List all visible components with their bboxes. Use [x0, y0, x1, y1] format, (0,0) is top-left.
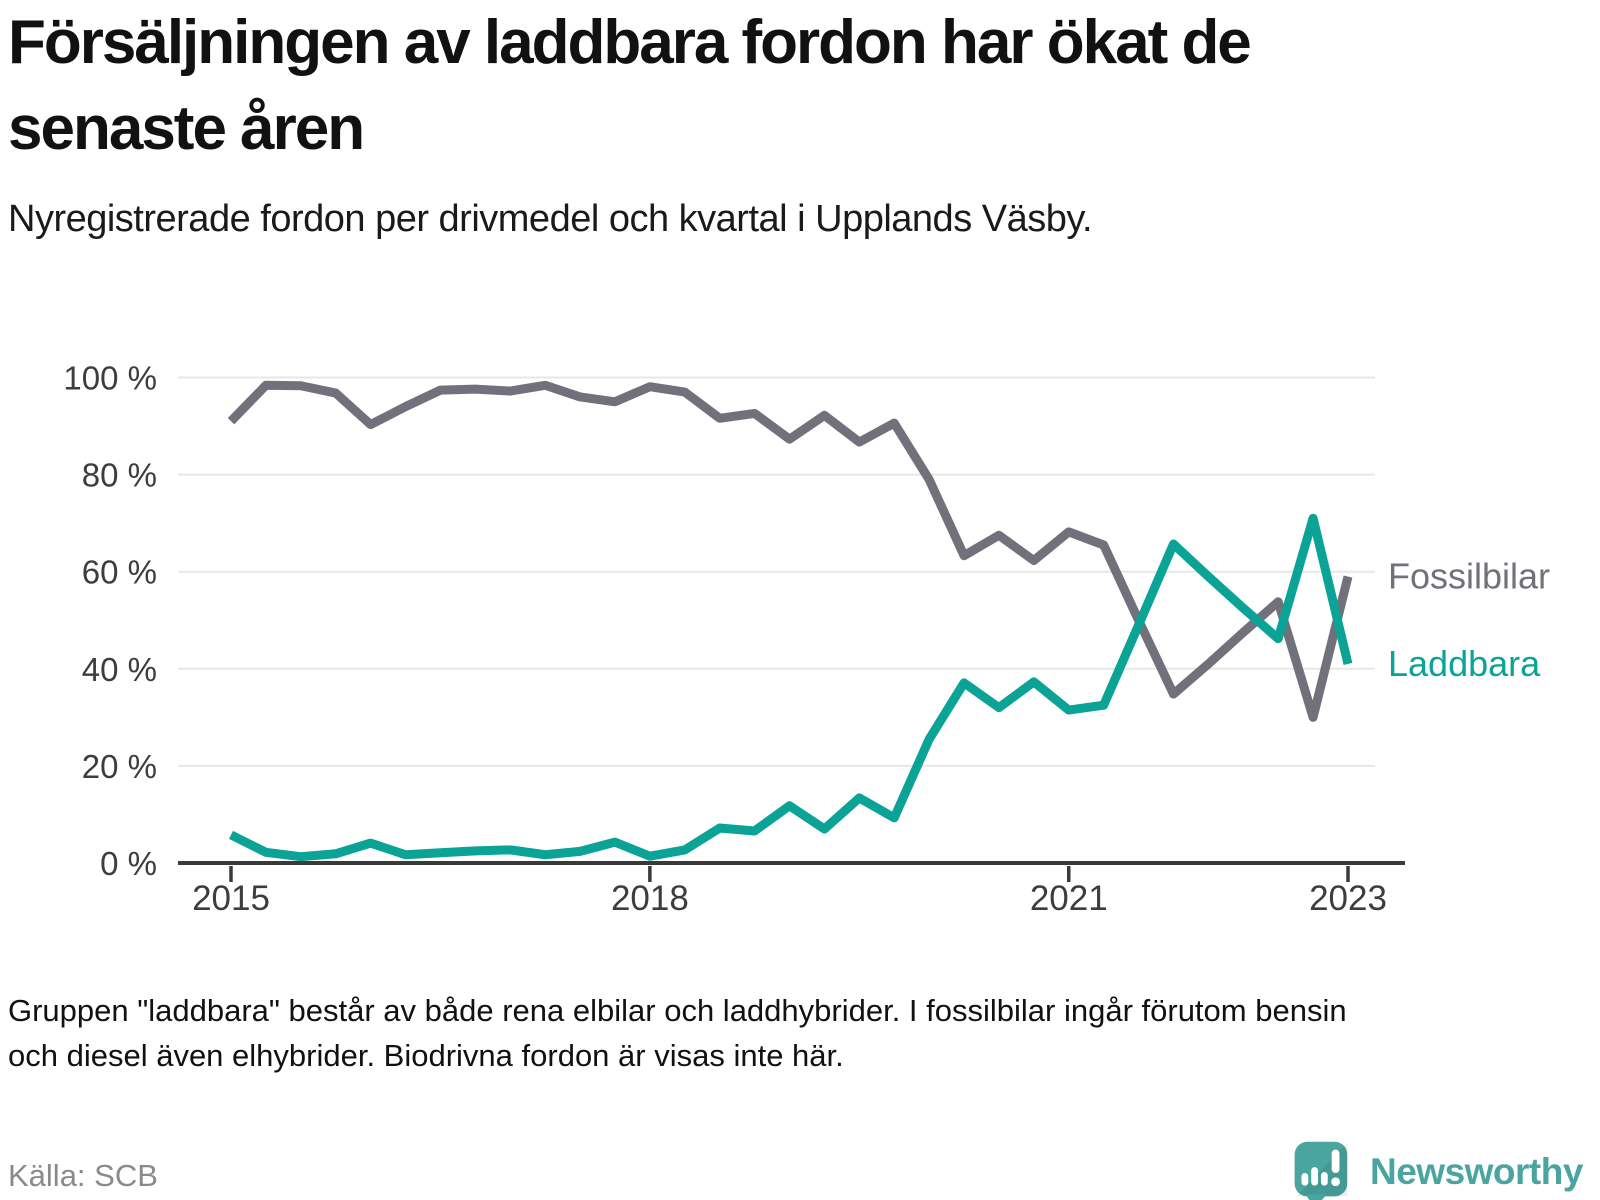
title-line-2: senaste åren: [8, 94, 365, 163]
y-tick-label-40: 40 %: [82, 651, 157, 688]
x-tick-label-2021: 2021: [1030, 879, 1108, 918]
chart-footnote: Gruppen "laddbara" består av både rena e…: [8, 988, 1588, 1078]
y-tick-label-60: 60 %: [82, 554, 157, 591]
y-tick-label-20: 20 %: [82, 748, 157, 785]
fossilbilar-line: [227, 380, 1353, 722]
footnote-line-2: och diesel även elhybrider. Biodrivna fo…: [8, 1038, 844, 1073]
page-title: Försäljningen av laddbara fordon har öka…: [8, 0, 1568, 172]
y-tick-label-100: 100 %: [63, 360, 157, 397]
y-tick-label-80: 80 %: [82, 457, 157, 494]
newsworthy-wordmark: Newsworthy: [1370, 1151, 1583, 1192]
chart-subtitle: Nyregistrerade fordon per drivmedel och …: [8, 198, 1093, 240]
speech-bubble-chart-icon: [1294, 1141, 1348, 1200]
x-tick-label-2023: 2023: [1309, 879, 1387, 918]
y-tick-label-0: 0 %: [100, 845, 157, 882]
newsworthy-logo: Newsworthy: [1288, 1136, 1583, 1200]
laddbara-label: Laddbara: [1388, 643, 1541, 684]
x-tick-label-2015: 2015: [192, 879, 270, 918]
footnote-line-1: Gruppen "laddbara" består av både rena e…: [8, 993, 1347, 1028]
laddbara-line: [228, 513, 1353, 862]
title-line-1: Försäljningen av laddbara fordon har öka…: [8, 8, 1252, 77]
fossilbilar-label: Fossilbilar: [1388, 556, 1550, 597]
source-credit: Källa: SCB: [8, 1158, 158, 1193]
x-tick-label-2018: 2018: [611, 879, 689, 918]
